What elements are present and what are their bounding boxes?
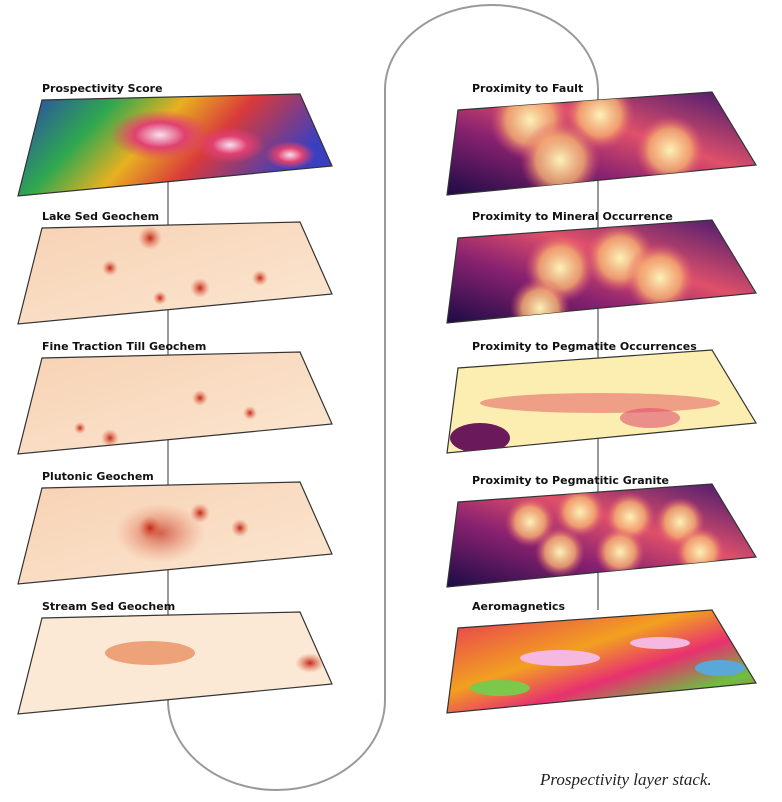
- layer: Stream Sed Geochem: [18, 600, 332, 714]
- layer: Fine Traction Till Geochem: [18, 340, 332, 454]
- layer: Proximity to Mineral Occurrence: [447, 210, 756, 338]
- caption: Prospectivity layer stack.: [539, 770, 712, 789]
- layer: Aeromagnetics: [447, 600, 756, 713]
- layer: Proximity to Pegmatitic Granite: [447, 474, 756, 587]
- layer-label: Proximity to Pegmatite Occurrences: [472, 340, 697, 353]
- layer-label: Aeromagnetics: [472, 600, 566, 613]
- layer: Plutonic Geochem: [18, 470, 332, 584]
- layer-stack-diagram: Prospectivity Score Lake Sed Geochem Fin…: [0, 0, 782, 802]
- layer-label: Prospectivity Score: [42, 82, 163, 95]
- layer-label: Lake Sed Geochem: [42, 210, 159, 223]
- layer-label: Proximity to Fault: [472, 82, 583, 95]
- layer-label: Plutonic Geochem: [42, 470, 154, 483]
- layer: Lake Sed Geochem: [18, 210, 332, 324]
- layer: Proximity to Fault: [447, 80, 756, 200]
- layer-label: Stream Sed Geochem: [42, 600, 175, 613]
- layer-label: Proximity to Mineral Occurrence: [472, 210, 673, 223]
- layer: Proximity to Pegmatite Occurrences: [447, 340, 756, 453]
- layer-label: Proximity to Pegmatitic Granite: [472, 474, 669, 487]
- layer: Prospectivity Score: [18, 82, 332, 196]
- layer-label: Fine Traction Till Geochem: [42, 340, 206, 353]
